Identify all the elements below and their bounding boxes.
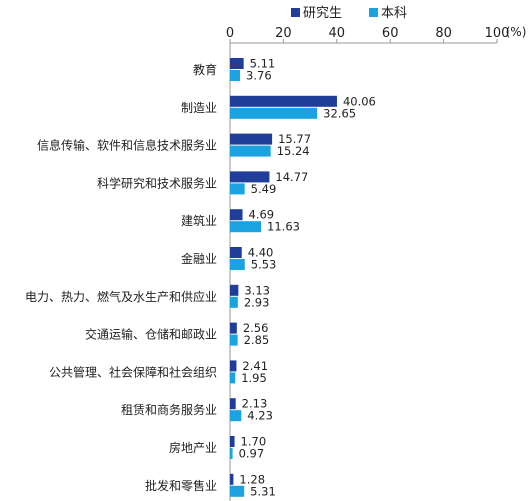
- legend-label-0: 研究生: [303, 6, 342, 21]
- bar-series-b: [230, 485, 245, 497]
- data-label: 4.69: [249, 208, 275, 222]
- data-label: 2.93: [244, 295, 270, 309]
- data-label: 5.11: [250, 57, 276, 71]
- category-label: 房地产业: [169, 440, 217, 455]
- data-label: 3.76: [246, 69, 272, 83]
- data-label: 3.13: [244, 283, 270, 297]
- category-label: 科学研究和技术服务业: [97, 175, 217, 190]
- bar-series-b: [230, 448, 233, 459]
- data-label: 14.77: [275, 170, 308, 184]
- x-tick-label: 60: [382, 26, 399, 41]
- data-label: 4.23: [247, 409, 273, 423]
- x-tick-label: 80: [435, 26, 452, 41]
- legend: 研究生 本科: [291, 6, 407, 21]
- data-label: 2.85: [244, 333, 270, 347]
- data-label: 32.65: [323, 106, 356, 120]
- legend-swatch-0: [291, 8, 300, 17]
- data-label: 5.53: [251, 258, 277, 272]
- category-label: 金融业: [181, 251, 217, 266]
- bar-series-a: [230, 133, 273, 145]
- category-label: 信息传输、软件和信息技术服务业: [37, 138, 217, 153]
- bar-series-a: [230, 436, 235, 447]
- bar-series-a: [230, 58, 244, 69]
- data-label: 0.97: [239, 447, 265, 461]
- legend-swatch-1: [369, 8, 378, 17]
- data-label: 2.56: [243, 321, 269, 335]
- data-label: 11.63: [267, 220, 300, 234]
- bars: [230, 58, 337, 497]
- data-label: 15.24: [277, 144, 310, 158]
- bar-series-a: [230, 95, 337, 107]
- bar-series-a: [230, 473, 234, 485]
- category-label: 租赁和商务服务业: [121, 402, 217, 417]
- bar-series-b: [230, 296, 238, 308]
- category-label: 制造业: [181, 101, 217, 115]
- bar-series-b: [230, 70, 241, 81]
- bar-series-a: [230, 360, 237, 372]
- data-label: 2.41: [242, 359, 268, 373]
- data-label: 40.06: [343, 94, 376, 108]
- bar-series-a: [230, 171, 270, 183]
- category-label: 教育: [193, 62, 217, 77]
- category-label: 电力、热力、燃气及水生产和供应业: [25, 289, 217, 304]
- bar-series-a: [230, 209, 243, 221]
- bar-series-a: [230, 322, 237, 334]
- data-label: 4.40: [248, 246, 274, 260]
- bar-series-b: [230, 410, 242, 422]
- data-label: 5.31: [250, 484, 276, 498]
- bar-series-b: [230, 145, 271, 157]
- category-label: 交通运输、仓储和邮政业: [85, 327, 217, 342]
- data-label: 5.49: [251, 182, 277, 196]
- category-label: 公共管理、社会保障和社会组织: [49, 364, 217, 379]
- x-tick-label: 0: [226, 26, 234, 41]
- bar-series-b: [230, 107, 318, 119]
- data-label: 1.28: [239, 472, 265, 486]
- bar-series-a: [230, 398, 236, 410]
- x-tick-label: 100: [485, 26, 510, 41]
- category-label: 批发和零售业: [145, 478, 217, 493]
- bar-series-a: [230, 284, 239, 296]
- x-tick-label: 40: [329, 26, 346, 41]
- bar-series-b: [230, 259, 245, 270]
- bar-series-b: [230, 372, 236, 384]
- x-axis: 0 20 40 60 80 100(%): [226, 25, 527, 44]
- bar-series-a: [230, 247, 242, 258]
- data-label: 1.70: [241, 435, 267, 449]
- bar-series-b: [230, 183, 245, 195]
- data-label: 1.95: [241, 371, 267, 385]
- data-label: 15.77: [278, 132, 311, 146]
- legend-label-1: 本科: [381, 6, 407, 21]
- bar-series-b: [230, 334, 238, 346]
- y-axis: 教育制造业信息传输、软件和信息技术服务业科学研究和技术服务业建筑业金融业电力、热…: [25, 43, 231, 501]
- x-unit-label: (%): [506, 25, 527, 39]
- bar-series-b: [230, 221, 262, 233]
- category-label: 建筑业: [181, 213, 217, 228]
- x-tick-label: 20: [275, 26, 292, 41]
- data-label: 2.13: [242, 397, 268, 411]
